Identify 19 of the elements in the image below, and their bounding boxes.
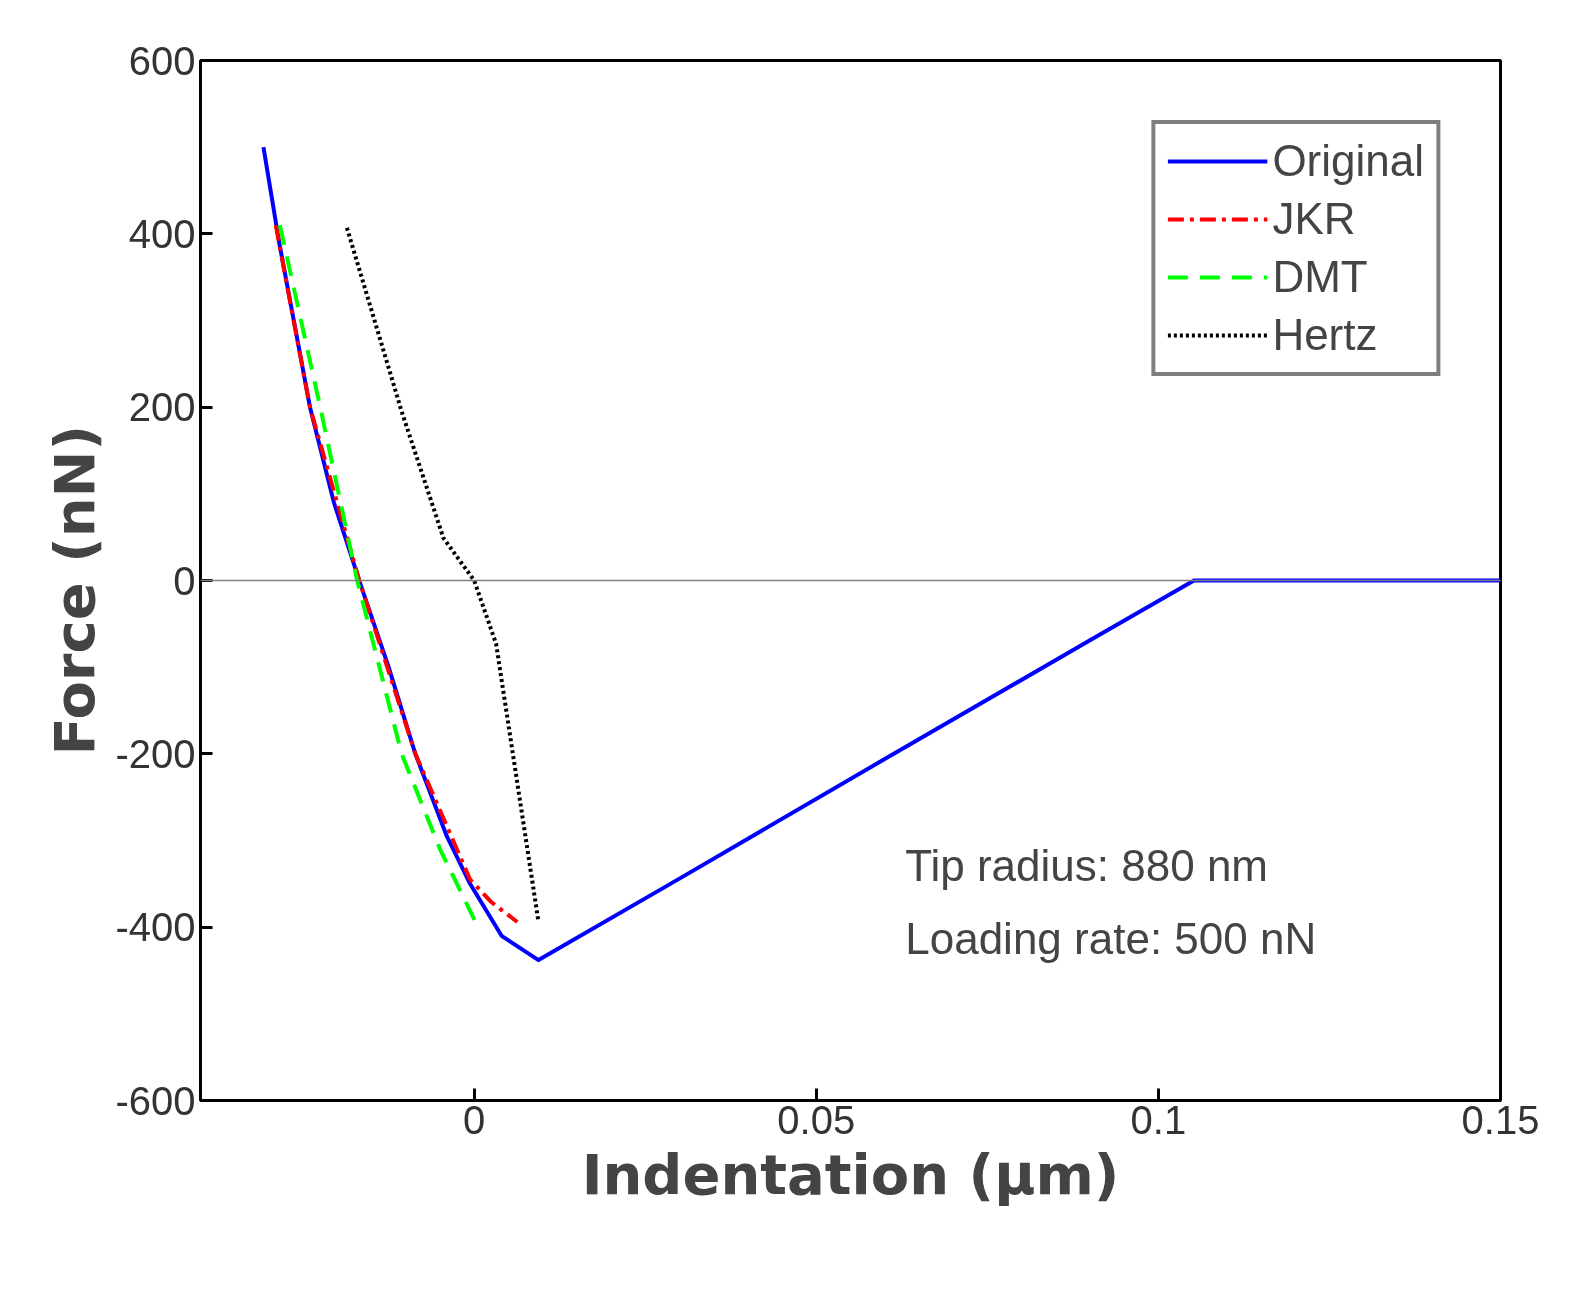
y-tick-label: -600: [115, 1078, 196, 1123]
x-tick-label: 0.05: [777, 1097, 856, 1142]
legend-label: DMT: [1272, 252, 1368, 302]
legend-label: Original: [1272, 136, 1424, 186]
x-tick-label: 0.1: [1130, 1097, 1187, 1142]
line-series: [273, 223, 520, 924]
y-tick-label: -400: [115, 905, 196, 950]
legend-label: JKR: [1272, 194, 1356, 244]
x-axis-title: Indentation (μm): [581, 1141, 1120, 1207]
y-tick-label: 200: [128, 385, 196, 430]
x-tick-label: 0.15: [1461, 1097, 1540, 1142]
y-tick-label: 0: [173, 558, 196, 603]
y-tick-label: 400: [128, 211, 196, 256]
legend-label: Hertz: [1272, 310, 1378, 360]
y-axis-title: Force (nN): [42, 424, 108, 756]
annotation: Tip radius: 880 nm Loading rate: 500 nN: [905, 840, 1317, 963]
y-tick-label: 600: [128, 38, 196, 83]
y-tick-label: -200: [115, 731, 196, 776]
x-tick-label: 0: [463, 1097, 486, 1142]
